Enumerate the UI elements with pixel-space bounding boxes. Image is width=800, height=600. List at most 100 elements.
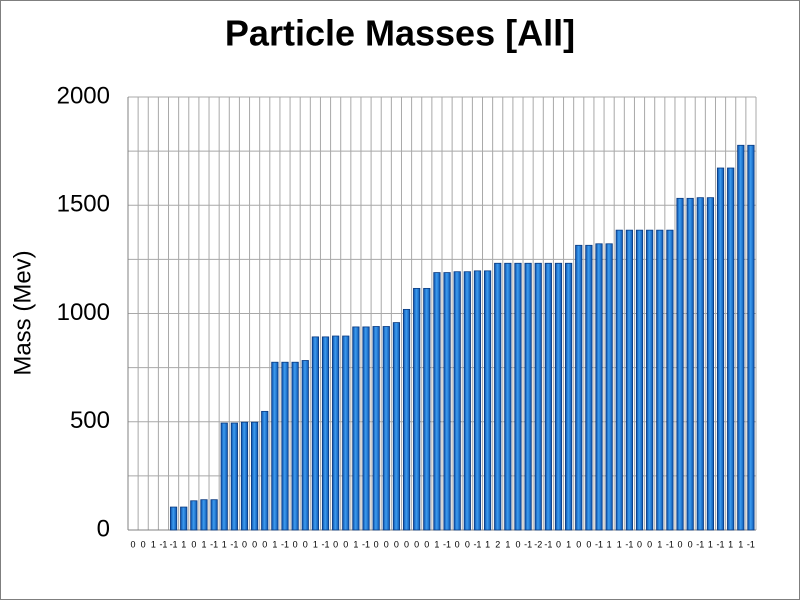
x-tick-label: 0 <box>576 539 581 549</box>
bar <box>443 272 451 531</box>
bar <box>321 336 330 531</box>
x-tick-label: 0 <box>556 539 561 549</box>
bar <box>656 229 664 531</box>
x-tick-label: -1 <box>322 539 330 549</box>
x-tick-label: 1 <box>708 539 713 549</box>
bar <box>342 335 350 531</box>
bar <box>423 287 431 531</box>
bar <box>402 308 411 531</box>
bar <box>453 271 461 531</box>
bar <box>281 361 289 531</box>
bar <box>494 262 502 531</box>
bar <box>716 167 725 531</box>
x-tick-label: 0 <box>252 539 257 549</box>
x-tick-label: 1 <box>566 539 571 549</box>
bar <box>565 262 573 531</box>
bar <box>706 197 715 531</box>
chart-title: Particle Masses [All] <box>225 13 575 54</box>
x-tick-label: 0 <box>333 539 338 549</box>
x-tick-label: 1 <box>201 539 206 549</box>
x-tick-label: -1 <box>443 539 451 549</box>
x-tick-label: -1 <box>159 539 167 549</box>
x-tick-label: 0 <box>465 539 470 549</box>
x-tick-label: 0 <box>394 539 399 549</box>
bar <box>169 506 178 531</box>
y-tick-label: 1500 <box>57 191 110 218</box>
bar <box>544 262 552 531</box>
x-tick-label: -1 <box>210 539 218 549</box>
x-tick-label: -1 <box>230 539 238 549</box>
x-tick-label: 0 <box>131 539 136 549</box>
x-tick-label: -1 <box>362 539 370 549</box>
bar <box>372 326 380 531</box>
bar <box>473 270 482 531</box>
bar <box>261 410 269 531</box>
x-tick-label: 0 <box>515 539 520 549</box>
x-tick-label: -1 <box>281 539 289 549</box>
bar <box>210 499 218 531</box>
x-tick-label: 1 <box>222 539 227 549</box>
x-tick-label: 1 <box>728 539 733 549</box>
x-tick-label: -2 <box>534 539 542 549</box>
x-tick-label: 0 <box>404 539 409 549</box>
y-tick-label: 0 <box>97 515 110 542</box>
x-tick-label: 2 <box>495 539 500 549</box>
bar <box>534 262 542 531</box>
bar <box>737 144 745 531</box>
bar <box>332 335 340 531</box>
x-tick-label: 0 <box>637 539 642 549</box>
bar <box>311 336 319 531</box>
y-tick-label: 1000 <box>57 299 110 326</box>
y-tick-label: 2000 <box>57 82 110 109</box>
x-tick-label: 0 <box>455 539 460 549</box>
x-tick-label: -1 <box>747 539 755 549</box>
x-tick-label: -1 <box>595 539 603 549</box>
x-tick-label: 0 <box>688 539 693 549</box>
y-axis-label: Mass (Mev) <box>9 250 36 375</box>
bar <box>190 500 198 531</box>
bar <box>504 262 512 531</box>
x-tick-label: -1 <box>666 539 674 549</box>
x-tick-label: 0 <box>414 539 419 549</box>
x-tick-label: -1 <box>625 539 633 549</box>
bar <box>433 272 441 531</box>
x-tick-label: 1 <box>272 539 277 549</box>
bar <box>676 197 684 531</box>
x-tick-label: 1 <box>738 539 743 549</box>
bar <box>352 326 360 531</box>
bar <box>413 287 421 531</box>
x-tick-label: 0 <box>293 539 298 549</box>
x-tick-label: 1 <box>151 539 156 549</box>
bar <box>251 421 259 531</box>
bar <box>230 422 238 531</box>
x-tick-label: 0 <box>678 539 683 549</box>
bar <box>727 167 735 531</box>
x-tick-label: 1 <box>181 539 186 549</box>
x-tick-label: 0 <box>141 539 146 549</box>
bar <box>301 360 309 531</box>
x-tick-label: -1 <box>544 539 552 549</box>
x-tick-label: -1 <box>170 539 178 549</box>
x-tick-label: 0 <box>242 539 247 549</box>
x-tick-label: 1 <box>505 539 510 549</box>
bar <box>483 270 492 531</box>
bar <box>200 499 208 531</box>
x-tick-label: -1 <box>696 539 704 549</box>
bar <box>646 229 654 531</box>
x-tick-label: 0 <box>303 539 308 549</box>
bar <box>392 322 401 531</box>
y-tick-label: 500 <box>70 407 110 434</box>
bar <box>362 326 370 531</box>
bar <box>605 243 613 531</box>
bar <box>271 361 279 531</box>
bar <box>240 421 249 531</box>
bar <box>514 262 522 531</box>
bar <box>554 262 563 531</box>
x-tick-label: 1 <box>657 539 662 549</box>
x-tick-label: -1 <box>473 539 481 549</box>
x-tick-label: 0 <box>343 539 348 549</box>
bar <box>382 326 390 531</box>
bar <box>585 244 593 531</box>
bar <box>635 229 644 531</box>
